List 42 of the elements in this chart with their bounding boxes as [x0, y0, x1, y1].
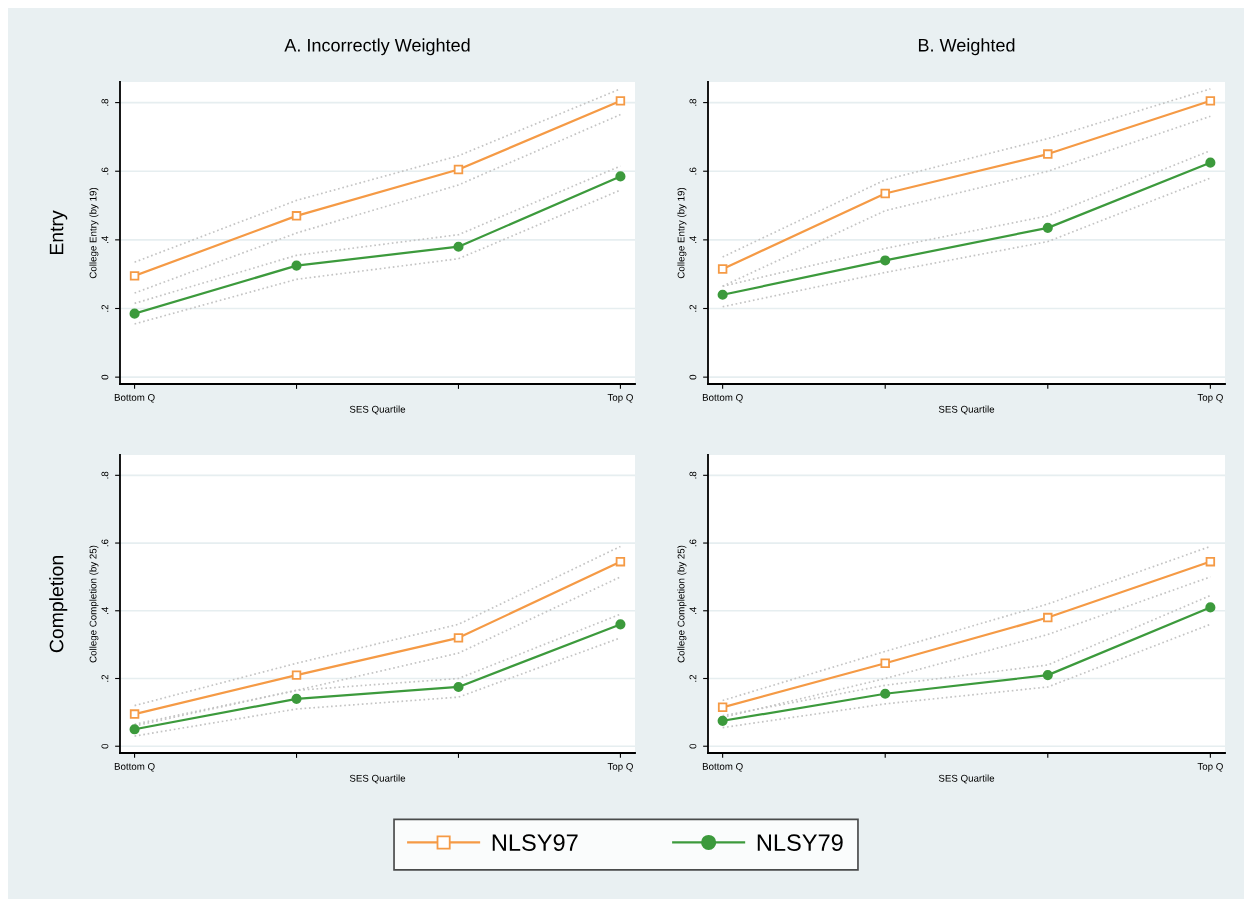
x-tick-label: Bottom Q [114, 393, 155, 403]
y-tick-label: .8 [689, 471, 697, 479]
x-tick-label: Top Q [607, 762, 633, 772]
chart-title: A. Incorrectly Weighted [284, 38, 470, 56]
x-axis-title: SES Quartile [938, 405, 995, 415]
y-tick-label: .2 [101, 674, 109, 682]
text: Completion [49, 556, 68, 653]
y-tick-label: .2 [689, 674, 697, 682]
y-tick-label: .4 [101, 607, 109, 614]
legend-label: NLSY79 [757, 834, 843, 851]
x-tick-label: Bottom Q [702, 393, 743, 403]
y-axis-title: College Completion (by 25) [677, 545, 687, 663]
y-tick-label: .8 [101, 471, 109, 479]
y-tick-label: 0 [101, 743, 109, 749]
y-tick-label: .6 [689, 167, 697, 175]
y-tick-label: .4 [689, 236, 697, 244]
x-tick-label: Top Q [607, 393, 633, 403]
chart-title: B. Weighted [918, 38, 1015, 56]
y-tick-label: .6 [101, 539, 109, 547]
y-tick-label: .4 [101, 236, 109, 244]
y-tick-label: .6 [101, 167, 109, 175]
text: Entry [49, 210, 68, 255]
x-tick-label: Bottom Q [114, 762, 155, 772]
y-tick-label: .8 [101, 98, 109, 106]
y-tick-label: .4 [689, 607, 697, 614]
y-tick-label: .8 [689, 98, 697, 106]
legend-label: NLSY97 [492, 834, 578, 851]
y-tick-label: 0 [689, 374, 697, 380]
y-tick-label: .2 [689, 304, 697, 312]
x-tick-label: Top Q [1197, 762, 1223, 772]
x-axis-title: SES Quartile [349, 405, 406, 415]
y-axis-title: College Entry (by 19) [677, 187, 687, 279]
x-tick-label: Top Q [1197, 393, 1223, 403]
y-tick-label: .6 [689, 539, 697, 547]
x-axis-title: SES Quartile [938, 774, 995, 784]
y-tick-label: .2 [101, 304, 109, 312]
x-axis-title: SES Quartile [349, 774, 406, 784]
y-tick-label: 0 [101, 374, 109, 380]
y-axis-title: College Entry (by 19) [89, 187, 99, 279]
x-tick-label: Bottom Q [702, 762, 743, 772]
y-axis-title: College Completion (by 25) [89, 545, 99, 663]
y-tick-label: 0 [689, 743, 697, 749]
